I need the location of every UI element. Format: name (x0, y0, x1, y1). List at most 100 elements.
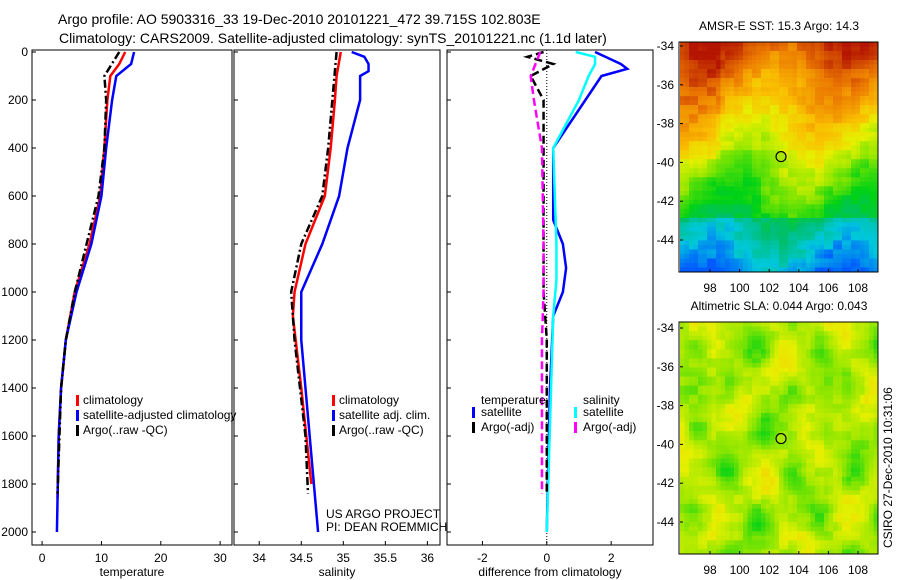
map-cell (756, 463, 762, 468)
map-cell (842, 463, 847, 468)
map-cell (734, 381, 739, 386)
map-cell (734, 394, 739, 400)
map-cell (860, 526, 865, 532)
map-cell (783, 91, 789, 97)
map-cell (869, 444, 874, 450)
map-cell (756, 96, 762, 101)
map-cell (680, 168, 685, 174)
map-cell (797, 326, 802, 332)
map-cell (869, 69, 874, 74)
map-cell (846, 64, 852, 70)
map-cell (698, 535, 703, 541)
map-cell (837, 163, 843, 169)
map-cell (828, 204, 834, 210)
legend-entry: Argo(..raw -QC) (83, 423, 168, 437)
map-cell (725, 517, 730, 523)
map-cell (783, 181, 789, 187)
map-cell (725, 69, 730, 74)
map-cell (801, 195, 807, 201)
map-cell (810, 190, 816, 196)
map-cell (680, 231, 685, 237)
map-cell (864, 109, 870, 115)
map-cell (743, 417, 748, 423)
map-cell (684, 422, 690, 427)
map-cell (819, 367, 825, 373)
map-cell (810, 367, 816, 373)
map-cell (815, 522, 820, 528)
map-cell (783, 159, 789, 165)
map-cell (788, 412, 793, 418)
map-cell (729, 399, 735, 405)
map-cell (716, 226, 721, 232)
map-cell (864, 367, 870, 373)
map-cell (770, 64, 775, 70)
map-cell (855, 195, 861, 201)
map-cell (693, 449, 699, 455)
map-cell (720, 150, 726, 156)
map-cell (756, 186, 762, 192)
map-cell (873, 262, 879, 268)
map-cell (792, 349, 798, 355)
map-cell (792, 331, 798, 336)
map-cell (689, 517, 694, 523)
map-cell (792, 253, 798, 259)
map-cell (806, 481, 811, 487)
map-cell (846, 344, 852, 350)
map-cell (792, 244, 798, 250)
map-cell (729, 326, 735, 332)
map-cell (702, 208, 708, 214)
map-cell (752, 186, 757, 192)
map-cell (779, 326, 784, 332)
map-cell (725, 159, 730, 165)
map-cell (698, 226, 703, 232)
map-cell (797, 190, 802, 196)
map-cell (792, 87, 798, 92)
map-cell (842, 177, 847, 183)
map-cell (801, 87, 807, 92)
map-cell (729, 431, 735, 437)
map-cell (720, 508, 726, 514)
map-cell (689, 535, 694, 541)
map-cell (707, 42, 712, 47)
map-cell (693, 217, 699, 223)
map-cell (738, 372, 744, 377)
map-cell (761, 331, 766, 336)
map-cell (801, 204, 807, 210)
map-cell (711, 64, 717, 70)
map-cell (774, 42, 780, 47)
map-cell (797, 349, 802, 355)
map-cell (702, 213, 708, 219)
map-cell (842, 362, 847, 368)
map-cell (693, 253, 699, 259)
map-cell (873, 322, 879, 327)
map-cell (864, 141, 870, 147)
map-cell (752, 60, 757, 65)
map-cell (756, 535, 762, 541)
map-cell (792, 426, 798, 432)
map-cell (770, 503, 775, 509)
map-cell (707, 335, 712, 341)
map-cell (774, 549, 780, 555)
map-cell (729, 367, 735, 373)
map-cell (788, 522, 793, 528)
map-cell (680, 69, 685, 74)
map-cell (725, 540, 730, 546)
map-cell (828, 253, 834, 259)
map-cell (792, 403, 798, 409)
map-cell (851, 249, 856, 255)
map-cell (716, 390, 721, 396)
map-cell (851, 87, 856, 92)
map-cell (819, 540, 825, 546)
map-cell (684, 73, 690, 79)
map-cell (837, 159, 843, 165)
map-cell (720, 64, 726, 70)
map-cell (707, 463, 712, 468)
map-cell (689, 335, 694, 341)
map-cell (774, 258, 780, 264)
map-cell (806, 163, 811, 169)
map-cell (747, 344, 753, 350)
map-cell (792, 431, 798, 437)
map-cell (680, 490, 685, 496)
map-cell (720, 522, 726, 528)
map-cell (738, 168, 744, 174)
